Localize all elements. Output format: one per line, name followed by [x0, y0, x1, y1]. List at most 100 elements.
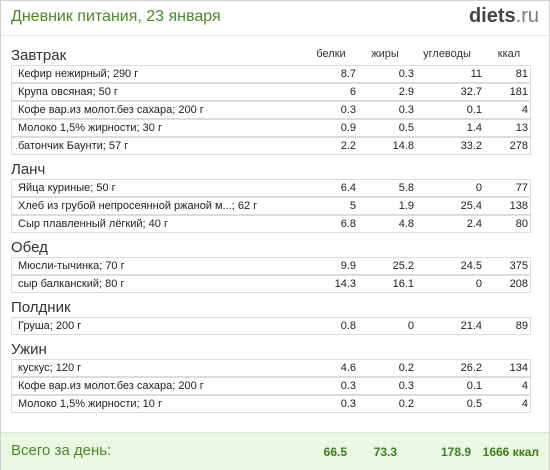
carbs-value: 25.4	[460, 200, 482, 212]
fat-value: 0	[407, 320, 414, 332]
food-row[interactable]: Груша; 200 г 0.8 0 21.4 89	[11, 317, 531, 335]
carbs-value: 32.7	[460, 86, 482, 98]
protein-value: 0.9	[340, 122, 356, 134]
food-row[interactable]: Хлеб из грубой непросеянной ржаной м...;…	[11, 197, 531, 215]
food-name: батончик Баунти; 57 г	[18, 140, 129, 152]
total-protein: 66.5	[323, 445, 347, 459]
kcal-value: 4	[521, 380, 528, 392]
fat-value: 0.3	[398, 104, 414, 116]
fat-value: 2.9	[398, 86, 414, 98]
protein-value: 8.7	[340, 68, 356, 80]
column-header-fat: жиры	[371, 48, 399, 60]
total-fat: 73.3	[373, 445, 397, 459]
total-kcal: 1666 ккал	[482, 445, 539, 459]
daily-total-label: Всего за день:	[11, 442, 112, 459]
fat-value: 0.3	[398, 380, 414, 392]
meal-title-dinner: Обед	[11, 239, 48, 256]
food-name: кускус; 120 г	[18, 362, 82, 374]
fat-value: 5.8	[398, 182, 414, 194]
food-row[interactable]: сыр балканский; 80 г 14.3 16.1 0 208	[11, 275, 531, 293]
food-name: Мюсли-тычинка; 70 г	[18, 260, 125, 272]
protein-value: 14.3	[334, 278, 356, 290]
kcal-value: 4	[521, 398, 528, 410]
fat-value: 0.5	[398, 122, 414, 134]
carbs-value: 0	[475, 182, 482, 194]
kcal-value: 138	[509, 200, 528, 212]
carbs-value: 0	[475, 278, 482, 290]
food-name: Кефир нежирный; 290 г	[18, 68, 139, 80]
fat-value: 0.2	[398, 398, 414, 410]
food-row[interactable]: Кефир нежирный; 290 г 8.7 0.3 11 81	[11, 65, 531, 83]
food-row[interactable]: Крупа овсяная; 50 г 6 2.9 32.7 181	[11, 83, 531, 101]
food-name: сыр балканский; 80 г	[18, 278, 125, 290]
fat-value: 16.1	[392, 278, 414, 290]
food-row[interactable]: Кофе вар.из молот.без сахара; 200 г 0.3 …	[11, 101, 531, 119]
carbs-value: 0.5	[466, 398, 482, 410]
meal-title-breakfast: Завтрак	[11, 47, 67, 64]
food-row[interactable]: Сыр плавленный лёгкий; 40 г 6.8 4.8 2.4 …	[11, 215, 531, 233]
kcal-value: 278	[509, 140, 528, 152]
kcal-value: 77	[515, 182, 528, 194]
daily-total-bar: Всего за день: 66.5 73.3 178.9 1666 ккал	[1, 432, 549, 470]
column-header-kcal: ккал	[497, 48, 521, 60]
kcal-value: 208	[509, 278, 528, 290]
logo-main: diets	[468, 5, 516, 27]
meal-title-supper: Ужин	[11, 341, 47, 358]
protein-value: 4.6	[340, 362, 356, 374]
protein-value: 0.3	[340, 104, 356, 116]
carbs-value: 11	[470, 68, 482, 80]
protein-value: 6	[349, 86, 356, 98]
meal-title-snack: Полдник	[11, 299, 71, 316]
logo-tld: .ru	[515, 5, 539, 27]
food-row[interactable]: Кофе вар.из молот.без сахара; 200 г 0.3 …	[11, 377, 531, 395]
fat-value: 0.3	[398, 68, 414, 80]
kcal-value: 89	[515, 320, 528, 332]
food-name: Груша; 200 г	[18, 320, 82, 332]
kcal-value: 375	[509, 260, 528, 272]
carbs-value: 24.5	[460, 260, 482, 272]
food-row[interactable]: Мюсли-тычинка; 70 г 9.9 25.2 24.5 375	[11, 257, 531, 275]
carbs-value: 26.2	[460, 362, 482, 374]
carbs-value: 1.4	[466, 122, 482, 134]
kcal-value: 181	[509, 86, 528, 98]
protein-value: 2.2	[340, 140, 356, 152]
protein-value: 6.4	[340, 182, 356, 194]
protein-value: 6.8	[340, 218, 356, 230]
column-header-protein: белки	[316, 48, 346, 60]
food-name: Хлеб из грубой непросеянной ржаной м...;…	[18, 200, 258, 212]
kcal-value: 81	[515, 68, 528, 80]
food-row[interactable]: кускус; 120 г 4.6 0.2 26.2 134	[11, 359, 531, 377]
column-header-carbs: углеводы	[423, 48, 471, 60]
food-name: Кофе вар.из молот.без сахара; 200 г	[18, 380, 204, 392]
food-name: Молоко 1,5% жирности; 30 г	[18, 122, 162, 134]
total-carbs: 178.9	[440, 445, 471, 459]
protein-value: 0.3	[340, 398, 356, 410]
kcal-value: 13	[515, 122, 528, 134]
carbs-value: 33.2	[460, 140, 482, 152]
fat-value: 1.9	[398, 200, 414, 212]
carbs-value: 0.1	[466, 380, 482, 392]
fat-value: 14.8	[392, 140, 414, 152]
fat-value: 4.8	[398, 218, 414, 230]
food-name: Кофе вар.из молот.без сахара; 200 г	[18, 104, 204, 116]
food-name: Яйца куриные; 50 г	[18, 182, 116, 194]
fat-value: 0.2	[398, 362, 414, 374]
page-title: Дневник питания, 23 января	[11, 8, 221, 25]
carbs-value: 2.4	[466, 218, 482, 230]
food-name: Молоко 1,5% жирности; 10 г	[18, 398, 162, 410]
meal-title-lunch: Ланч	[11, 161, 46, 178]
carbs-value: 0.1	[466, 104, 482, 116]
header: Дневник питания, 23 января diets.ru	[1, 1, 549, 36]
protein-value: 0.8	[340, 320, 356, 332]
food-row[interactable]: Молоко 1,5% жирности; 10 г 0.3 0.2 0.5 4	[11, 395, 531, 413]
protein-value: 9.9	[340, 260, 356, 272]
food-row[interactable]: Молоко 1,5% жирности; 30 г 0.9 0.5 1.4 1…	[11, 119, 531, 137]
carbs-value: 21.4	[460, 320, 482, 332]
food-row[interactable]: Яйца куриные; 50 г 6.4 5.8 0 77	[11, 179, 531, 197]
kcal-value: 134	[509, 362, 528, 374]
food-name: Крупа овсяная; 50 г	[18, 86, 118, 98]
protein-value: 5	[349, 200, 356, 212]
food-row[interactable]: батончик Баунти; 57 г 2.2 14.8 33.2 278	[11, 137, 531, 155]
site-logo[interactable]: diets.ru	[469, 5, 539, 28]
